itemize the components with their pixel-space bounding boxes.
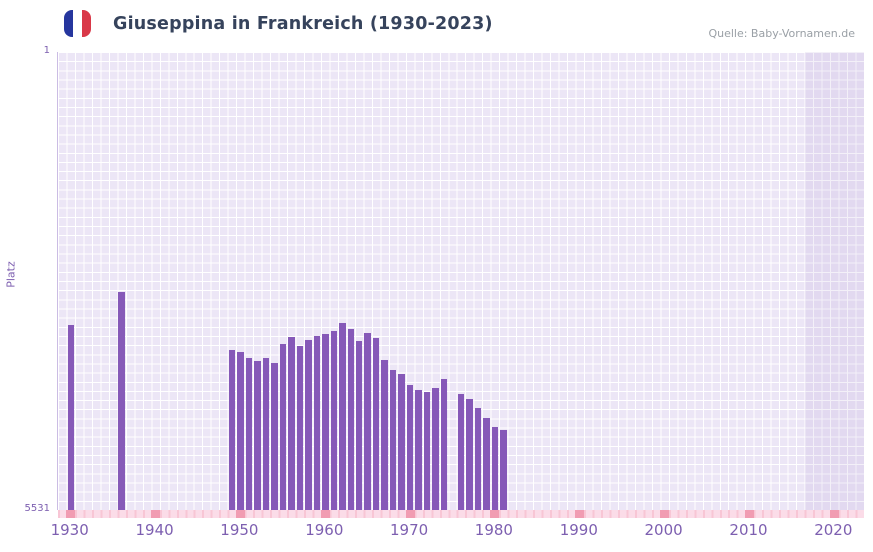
bar-1972[interactable] (423, 392, 431, 510)
bar-1967[interactable] (381, 360, 388, 510)
page-title: Giuseppina in Frankreich (1930-2023) (113, 14, 493, 34)
bar-1953[interactable] (262, 358, 270, 510)
y-tick-label-top: 1 (43, 45, 50, 56)
bar-1976[interactable] (457, 394, 465, 510)
x-axis-labels: 1930 1940 1950 1960 1970 1980 1990 2000 2010 2020 (51, 521, 863, 543)
bar-1952[interactable] (254, 360, 261, 510)
decade-tick-2020 (829, 510, 839, 518)
bar-1978[interactable] (474, 408, 482, 510)
decade-tick-2000 (660, 510, 670, 518)
decade-tick-1930 (66, 510, 76, 518)
bar-1957[interactable] (296, 345, 304, 510)
x-tick-label-1980: 1980 (474, 521, 513, 539)
x-tick-label-1950: 1950 (220, 521, 259, 539)
bar-1954[interactable] (271, 362, 278, 510)
bar-1964[interactable] (355, 341, 363, 510)
bar-1951[interactable] (245, 357, 253, 510)
bar-1971[interactable] (415, 389, 422, 510)
bar-1958[interactable] (305, 340, 312, 510)
bar-1973[interactable] (432, 388, 439, 510)
x-tick-label-2020: 2020 (814, 521, 853, 539)
decade-tick-1960 (320, 510, 330, 518)
x-tick-label-1970: 1970 (390, 521, 429, 539)
bar-1979[interactable] (483, 418, 490, 510)
plot-area (57, 52, 864, 518)
bar-1955[interactable] (279, 344, 287, 510)
decade-tick-1970 (405, 510, 415, 518)
x-tick-label-2010: 2010 (729, 521, 768, 539)
bar-1981[interactable] (500, 429, 507, 510)
source-credit: Quelle: Baby-Vornamen.de (708, 27, 855, 40)
decade-tick-1990 (575, 510, 585, 518)
x-tick-label-1940: 1940 (135, 521, 174, 539)
bar-1960[interactable] (322, 333, 329, 510)
decade-tick-1940 (151, 510, 161, 518)
bar-1980[interactable] (491, 427, 499, 510)
bar-1950[interactable] (237, 351, 244, 510)
bar-1977[interactable] (466, 398, 473, 510)
bar-1930[interactable] (67, 325, 74, 510)
bar-1949[interactable] (228, 350, 236, 510)
decade-tick-2010 (745, 510, 754, 518)
flag-red-stripe (82, 10, 91, 37)
bar-1962[interactable] (339, 322, 346, 510)
bar-1974[interactable] (440, 379, 448, 510)
decade-tick-1950 (235, 510, 245, 518)
bar-1968[interactable] (389, 369, 397, 510)
bar-1961[interactable] (330, 331, 337, 510)
france-flag-icon (64, 10, 91, 37)
bar-1970[interactable] (406, 384, 414, 510)
flag-white-stripe (73, 10, 82, 37)
y-tick-label-bottom: 5531 (24, 503, 50, 514)
bar-1963[interactable] (347, 329, 354, 510)
x-tick-label-2000: 2000 (644, 521, 683, 539)
bar-1966[interactable] (372, 337, 380, 510)
flag-blue-stripe (64, 10, 73, 37)
y-axis-title: Platz (4, 261, 18, 288)
x-tick-label-1960: 1960 (305, 521, 344, 539)
x-tick-label-1990: 1990 (559, 521, 598, 539)
bar-1959[interactable] (313, 336, 320, 510)
bar-1969[interactable] (398, 374, 405, 510)
baseline-strip (58, 510, 864, 518)
bar-1936[interactable] (118, 292, 125, 510)
decade-tick-1980 (490, 510, 500, 518)
recent-years-band (804, 52, 864, 510)
x-tick-label-1930: 1930 (50, 521, 89, 539)
bar-1956[interactable] (288, 336, 295, 510)
bar-1965[interactable] (364, 332, 371, 510)
